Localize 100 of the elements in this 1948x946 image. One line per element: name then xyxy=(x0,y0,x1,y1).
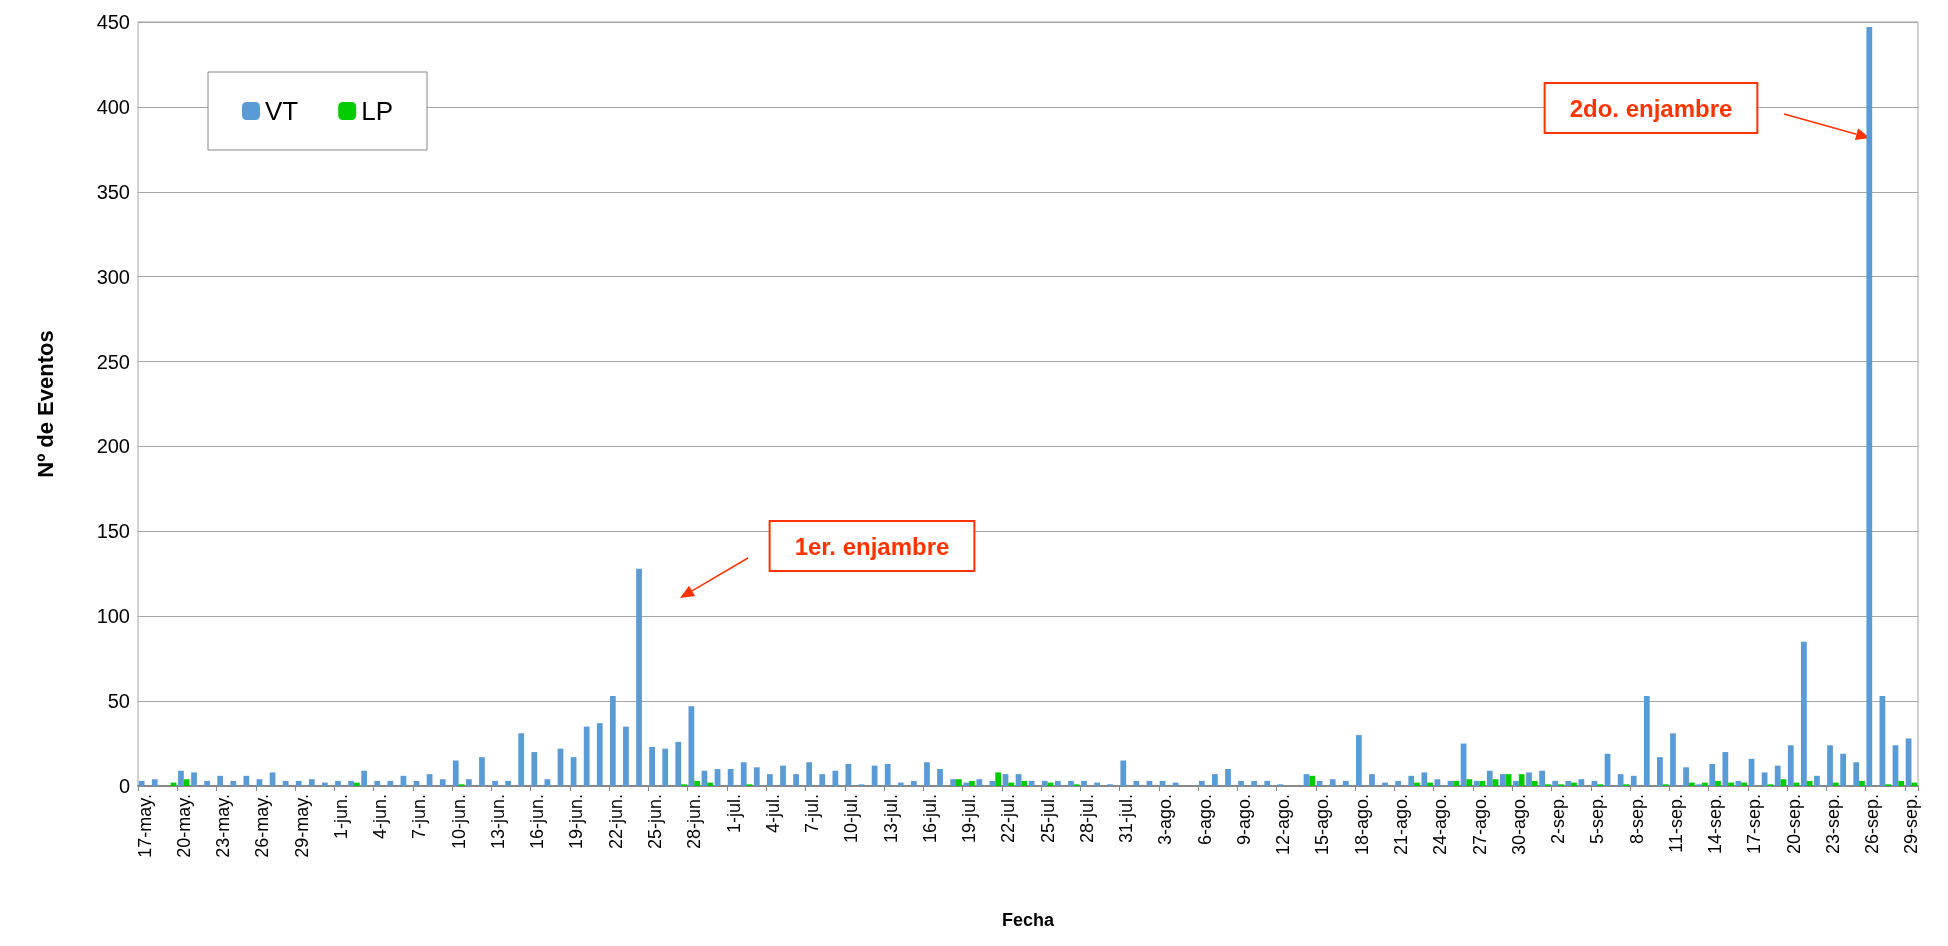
bar xyxy=(1408,775,1415,786)
x-tick-label: 19-jun. xyxy=(566,794,587,850)
bar xyxy=(583,726,590,786)
bar xyxy=(596,723,603,786)
bar xyxy=(439,779,446,786)
bar xyxy=(1238,780,1244,786)
bar xyxy=(1068,780,1074,786)
x-tick-label: 26-sep. xyxy=(1862,794,1883,855)
bar xyxy=(1028,780,1035,786)
x-tick-label: 12-ago. xyxy=(1273,794,1294,856)
x-tick-label: 25-jun. xyxy=(644,794,665,850)
bar xyxy=(740,762,747,786)
bar xyxy=(963,782,970,786)
y-axis-title: Nº de Eventos xyxy=(32,330,58,478)
x-tick-label: 17-may. xyxy=(134,794,155,858)
x-tick-label: 4-jun. xyxy=(370,794,391,840)
bar xyxy=(694,780,701,786)
bar xyxy=(353,782,360,786)
bar xyxy=(335,780,341,786)
bar xyxy=(1466,779,1473,786)
x-tick-label: 19-jul. xyxy=(959,794,980,844)
bar xyxy=(505,780,512,786)
legend-label: VT xyxy=(265,96,299,126)
bar xyxy=(191,772,197,786)
annotation: 2do. enjambre xyxy=(1569,94,1733,122)
x-tick-label: 7-jun. xyxy=(409,794,430,840)
y-tick-label: 450 xyxy=(96,11,130,33)
x-tick-label: 9-ago. xyxy=(1233,794,1254,846)
x-tick-label: 16-jun. xyxy=(527,794,548,850)
bar xyxy=(649,746,655,786)
bar xyxy=(1911,782,1918,786)
bar xyxy=(1688,782,1695,786)
bar xyxy=(361,770,368,786)
bar xyxy=(1780,779,1787,786)
bar xyxy=(282,780,289,786)
bar xyxy=(707,782,714,786)
bar xyxy=(1355,735,1362,786)
bar xyxy=(1008,782,1015,786)
bar xyxy=(937,769,943,786)
bar xyxy=(662,748,669,786)
bar xyxy=(479,757,485,786)
bar xyxy=(452,760,459,786)
bar xyxy=(1531,780,1538,786)
bar xyxy=(1251,780,1258,786)
y-tick-label: 300 xyxy=(96,265,130,288)
bar xyxy=(623,726,629,786)
bar xyxy=(1526,772,1532,786)
bar xyxy=(1212,774,1218,786)
bar xyxy=(1832,782,1839,786)
bar xyxy=(884,763,891,786)
x-tick-label: 2-sep. xyxy=(1548,794,1569,845)
bar xyxy=(348,780,354,786)
bar xyxy=(1715,780,1721,786)
bar xyxy=(1722,752,1729,786)
x-tick-label: 23-may. xyxy=(213,794,234,858)
bar xyxy=(1369,774,1375,786)
x-tick-label: 3-ago. xyxy=(1155,794,1176,846)
bar xyxy=(1741,782,1748,786)
x-tick-label: 25-jul. xyxy=(1037,794,1058,844)
bar xyxy=(753,767,760,786)
bar xyxy=(1473,780,1480,786)
bar xyxy=(924,762,930,786)
bar xyxy=(832,770,839,786)
bar xyxy=(1453,780,1460,786)
bar xyxy=(308,779,315,786)
bar xyxy=(1683,767,1689,786)
x-tick-label: 16-jul. xyxy=(919,794,940,844)
bar xyxy=(1859,780,1865,786)
x-tick-label: 30-ago. xyxy=(1508,794,1529,856)
y-tick-label: 150 xyxy=(96,520,130,543)
bar xyxy=(1081,780,1087,786)
bar xyxy=(1800,641,1807,786)
bar xyxy=(1486,770,1493,786)
y-tick-label: 100 xyxy=(96,605,130,628)
bar xyxy=(217,775,224,786)
bar xyxy=(1120,760,1127,786)
bar xyxy=(1342,780,1349,786)
x-tick-label: 20-may. xyxy=(173,794,194,858)
bar xyxy=(1552,780,1559,786)
bar xyxy=(956,779,962,786)
bar xyxy=(295,780,302,786)
bar xyxy=(1021,780,1028,786)
x-tick-label: 29-may. xyxy=(291,794,312,858)
bar xyxy=(1395,780,1402,786)
bar xyxy=(1264,780,1271,786)
x-tick-label: 6-ago. xyxy=(1194,794,1215,846)
bar xyxy=(1617,774,1624,786)
bar xyxy=(322,782,328,786)
bar xyxy=(492,780,498,786)
bar xyxy=(1774,765,1781,786)
bar xyxy=(151,779,158,786)
bar xyxy=(1898,780,1905,786)
bar xyxy=(819,774,826,786)
bar xyxy=(138,780,145,786)
bar xyxy=(1630,775,1637,786)
y-tick-label: 50 xyxy=(107,690,130,713)
x-tick-label: 10-jul. xyxy=(841,794,862,844)
bar xyxy=(1827,745,1833,786)
bar xyxy=(1421,772,1428,786)
bar xyxy=(1094,782,1100,786)
